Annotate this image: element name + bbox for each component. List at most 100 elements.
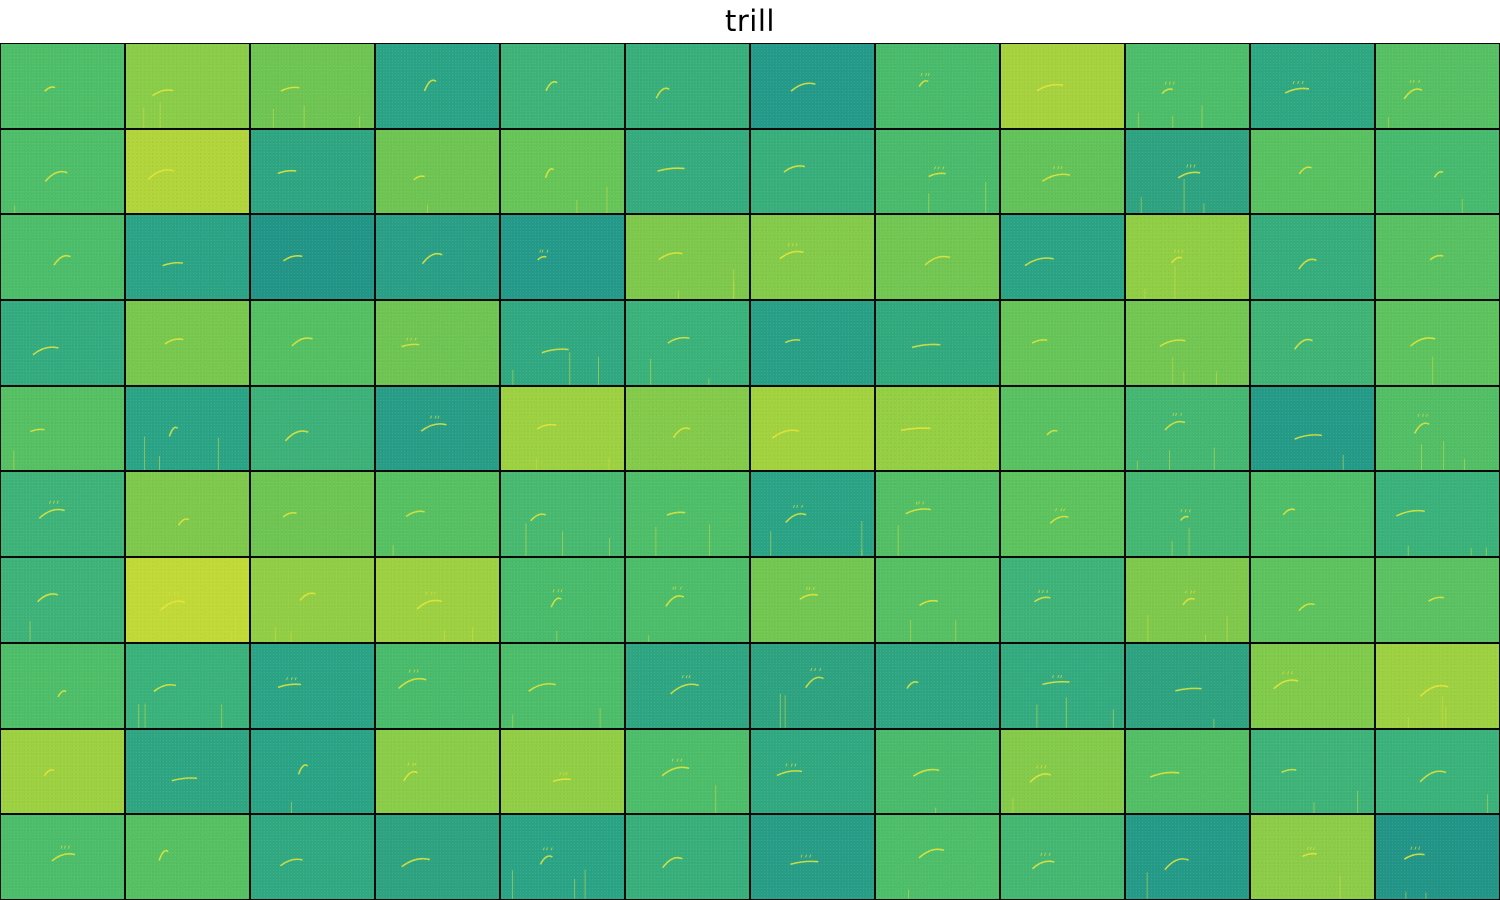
trill-call-mark (14, 170, 68, 214)
spectrogram-tile (375, 43, 500, 129)
spectrogram-tile (1375, 728, 1500, 815)
spectrogram-tile (625, 214, 750, 301)
trill-call-mark (1294, 338, 1313, 350)
spectrogram-tile (1250, 300, 1375, 386)
spectrogram-tile (0, 814, 125, 900)
spectrogram-tile (750, 557, 875, 643)
trill-call-mark (1036, 83, 1064, 92)
spectrogram-tile (1125, 128, 1250, 215)
trill-call-mark (912, 768, 940, 814)
spectrogram-tile (625, 128, 750, 215)
trill-call-mark (1046, 429, 1058, 436)
trill-call-mark (771, 429, 800, 439)
spectrogram-tile (1125, 814, 1250, 900)
trill-call-mark (1298, 258, 1317, 270)
spectrogram-tile (1000, 43, 1125, 129)
trill-call-mark (291, 337, 313, 347)
trill-call-mark (648, 586, 685, 642)
spectrogram-tile (1375, 471, 1500, 558)
spectrogram-tile (250, 642, 375, 729)
trill-call-mark (783, 164, 806, 173)
spectrogram-tile (1125, 300, 1250, 386)
trill-call-mark (401, 858, 430, 868)
trill-call-mark (552, 771, 571, 782)
spectrogram-tile (125, 728, 250, 815)
spectrogram-tile (375, 385, 500, 472)
trill-call-mark (277, 676, 302, 688)
trill-call-mark (162, 262, 183, 267)
trill-call-mark (779, 243, 804, 260)
trill-call-mark (284, 430, 309, 442)
spectrogram-tile (375, 728, 500, 815)
spectrogram-tile (0, 642, 125, 729)
spectrogram-tile (500, 385, 625, 472)
trill-call-mark (1137, 81, 1203, 128)
spectrogram-tile (375, 642, 500, 729)
trill-call-mark (544, 167, 608, 214)
trill-call-mark (1149, 771, 1180, 778)
spectrogram-tile (875, 471, 1000, 558)
spectrogram-tile (500, 728, 625, 815)
spectrogram-tile (1125, 385, 1250, 472)
spectrogram-tile (1250, 214, 1375, 301)
spectrogram-tile (0, 557, 125, 643)
trill-call-mark (32, 346, 59, 356)
spectrogram-tile (750, 43, 875, 129)
spectrogram-tile (250, 128, 375, 215)
trill-call-mark (650, 336, 710, 385)
trill-call-mark (911, 343, 941, 349)
trill-call-mark (1146, 858, 1189, 899)
spectrogram-tile (0, 43, 125, 129)
trill-call-mark (421, 253, 443, 265)
spectrogram-tile (125, 471, 250, 558)
trill-call-mark (536, 423, 610, 471)
trill-call-mark (908, 848, 945, 899)
trill-call-mark (1409, 337, 1436, 385)
trill-call-mark (1413, 413, 1465, 471)
trill-call-mark (670, 674, 699, 695)
spectrogram-tile (125, 385, 250, 472)
trill-call-mark (1407, 684, 1449, 728)
trill-call-mark (779, 667, 824, 728)
trill-call-mark (158, 850, 169, 862)
trill-call-mark (1273, 671, 1299, 690)
trill-call-mark (51, 845, 76, 862)
trill-call-mark (918, 72, 930, 87)
spectrogram-tile (750, 642, 875, 729)
spectrogram-tile (1250, 471, 1375, 558)
trill-call-mark (1298, 603, 1315, 612)
trill-call-mark (1429, 255, 1444, 261)
trill-call-mark (1136, 412, 1215, 471)
trill-call-mark (655, 511, 710, 557)
trill-call-mark (1159, 339, 1218, 385)
trill-call-mark (1012, 764, 1052, 814)
trill-call-mark (512, 348, 599, 385)
trill-call-mark (790, 82, 816, 92)
trill-call-mark (1140, 164, 1205, 214)
spectrogram-tile (250, 728, 375, 815)
trill-call-mark (1284, 80, 1310, 94)
spectrogram-tile (500, 300, 625, 386)
trill-call-mark (420, 415, 447, 432)
spectrogram-tile (1125, 471, 1250, 558)
trill-call-mark (38, 501, 65, 520)
spectrogram-tile (1125, 642, 1250, 729)
spectrogram-tile (750, 728, 875, 815)
spectrogram-tile (1250, 557, 1375, 643)
trill-call-mark (657, 167, 685, 172)
spectrogram-tile (125, 214, 250, 301)
trill-call-mark (143, 89, 174, 128)
trill-call-mark (1033, 590, 1051, 603)
spectrogram-tile (1375, 214, 1500, 301)
spectrogram-tile (125, 300, 250, 386)
trill-call-mark (279, 858, 303, 867)
spectrogram-tile (750, 300, 875, 386)
spectrogram-tile (750, 385, 875, 472)
spectrogram-tile (875, 385, 1000, 472)
trill-call-mark (147, 168, 175, 180)
spectrogram-tile (1250, 814, 1375, 900)
spectrogram-tile (125, 43, 250, 129)
trill-call-mark (537, 249, 549, 261)
trill-call-mark (900, 427, 931, 431)
trill-call-mark (1433, 170, 1463, 214)
